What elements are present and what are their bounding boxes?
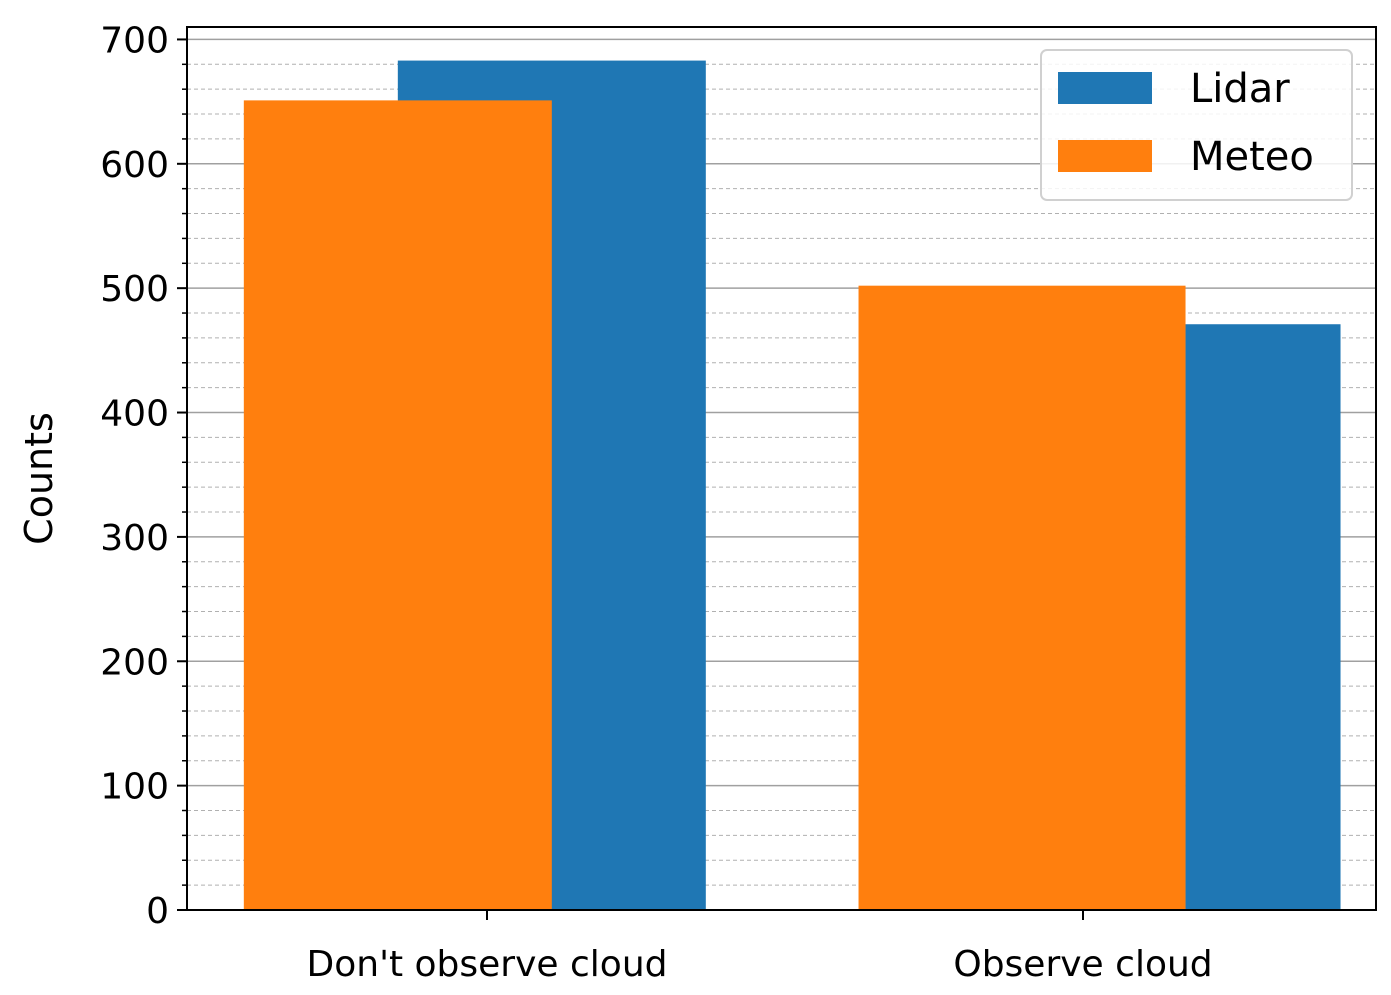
y-tick-label: 700 — [100, 20, 169, 61]
y-tick-label: 200 — [100, 642, 169, 683]
bar-meteo — [243, 100, 552, 911]
y-tick-label: 600 — [100, 145, 169, 186]
x-axis-labels: Don't observe cloud Observe cloud — [307, 910, 1213, 985]
legend-label: Lidar — [1190, 66, 1290, 112]
y-tick-label: 500 — [100, 269, 169, 310]
plot-frame — [186, 26, 1377, 911]
bar-lidar — [1185, 324, 1341, 910]
legend: Lidar Meteo — [1040, 49, 1353, 201]
legend-swatch — [1058, 72, 1152, 104]
bars — [243, 60, 1341, 911]
y-tick-label: 300 — [100, 518, 169, 559]
y-tick-label: 0 — [146, 891, 169, 932]
y-tick-label: 100 — [100, 767, 169, 808]
y-tick-label: 400 — [100, 394, 169, 435]
bar-meteo — [858, 285, 1186, 910]
x-category-label: Don't observe cloud — [307, 944, 668, 985]
x-category-label: Observe cloud — [953, 944, 1212, 985]
y-axis-title: Counts — [17, 412, 61, 545]
legend-label: Meteo — [1190, 134, 1314, 180]
y-axis-ticks: 0 100 200 300 400 500 600 700 — [100, 20, 187, 932]
legend-swatch — [1058, 140, 1152, 172]
